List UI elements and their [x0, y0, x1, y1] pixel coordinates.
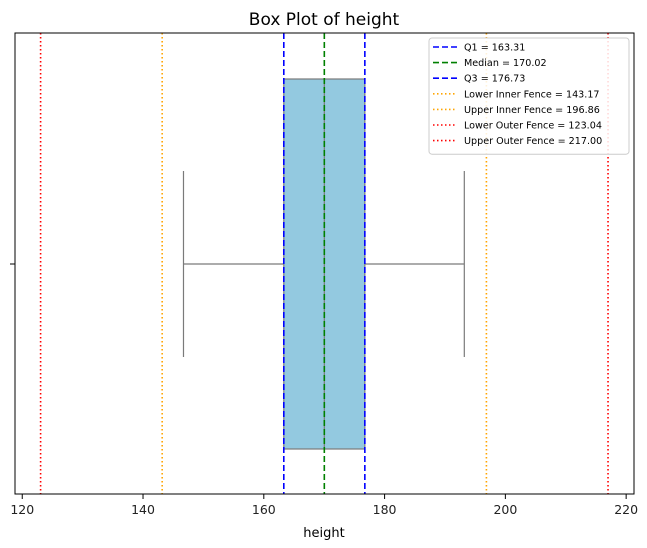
- legend-label-6: Upper Outer Fence = 217.00: [464, 136, 602, 147]
- legend-label-3: Lower Inner Fence = 143.17: [464, 89, 600, 100]
- x-tick-label-2: 160: [252, 502, 276, 517]
- x-tick-label-0: 120: [10, 502, 34, 517]
- legend-box: [428, 37, 630, 155]
- legend-label-2: Q3 = 176.73: [464, 74, 525, 85]
- legend-label-4: Upper Inner Fence = 196.86: [464, 105, 600, 116]
- x-axis-label: height: [303, 526, 344, 541]
- x-tick-label-1: 140: [131, 502, 155, 517]
- legend: Q1 = 163.31 Median = 170.02 Q3 = 176.73 Low…: [428, 37, 630, 155]
- legend-label-0: Q1 = 163.31: [464, 43, 525, 54]
- x-tick-label-5: 220: [614, 502, 638, 517]
- legend-label-1: Median = 170.02: [464, 58, 547, 69]
- x-axis: 120 140 160 180 200 220: [10, 263, 638, 517]
- chart-title: Box Plot of height: [249, 10, 400, 30]
- legend-label-5: Lower Outer Fence = 123.04: [464, 121, 602, 132]
- x-tick-label-4: 200: [493, 502, 517, 517]
- x-tick-label-3: 180: [373, 502, 397, 517]
